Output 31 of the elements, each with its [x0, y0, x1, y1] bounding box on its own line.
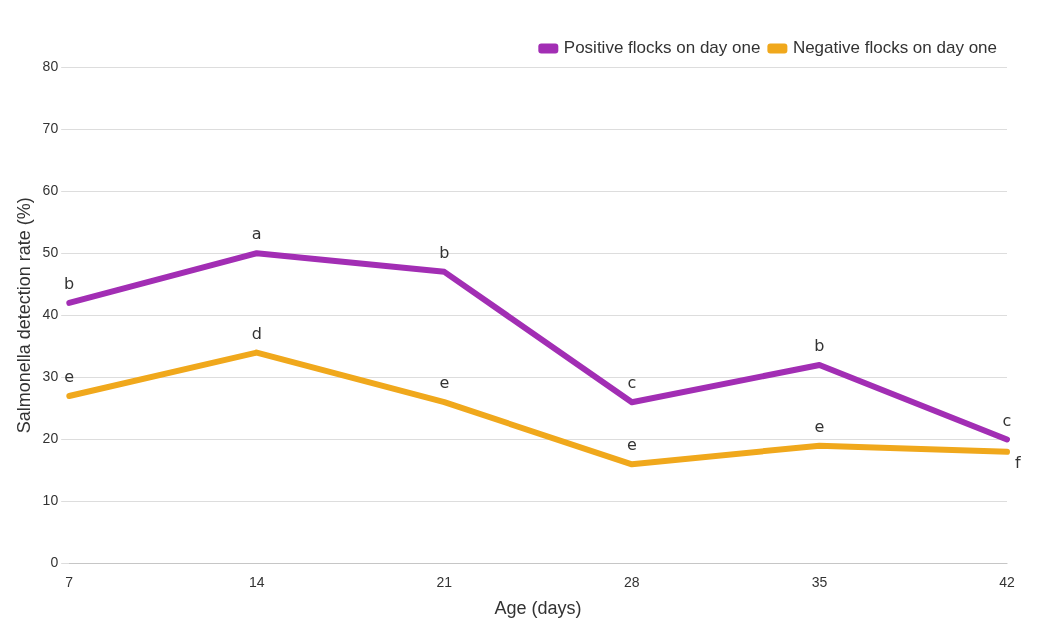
annotation: b [439, 243, 450, 262]
y-axis-title: Salmonella detection rate (%) [13, 197, 34, 434]
y-tick-label: 20 [42, 430, 59, 447]
y-tick-label: 0 [50, 554, 59, 571]
legend-label: Negative flocks on day one [792, 38, 997, 58]
x-tick-label: 28 [624, 573, 640, 590]
annotation: f [1015, 453, 1021, 473]
x-tick-label: 21 [436, 573, 453, 590]
x-tick-label: 35 [811, 573, 828, 590]
annotation: b [64, 274, 75, 294]
y-tick-label: 40 [42, 306, 59, 323]
x-tick-label: 14 [248, 573, 265, 590]
annotation: e [626, 435, 637, 455]
y-tick-label: 50 [42, 244, 59, 261]
annotation: d [251, 323, 262, 343]
annotation: c [627, 373, 637, 393]
x-tick-label: 7 [65, 573, 74, 590]
y-tick-label: 30 [42, 368, 59, 385]
annotation: c [1002, 410, 1012, 430]
annotation: e [64, 367, 75, 387]
annotation: e [814, 416, 825, 436]
legend-label: Positive flocks on day one [563, 38, 761, 58]
x-tick-label: 42 [999, 573, 1015, 590]
y-tick-label: 80 [42, 57, 59, 74]
y-tick-label: 60 [42, 182, 59, 199]
annotation: a [251, 224, 262, 244]
y-tick-label: 10 [42, 492, 59, 509]
annotation: b [814, 336, 825, 356]
y-tick-label: 70 [42, 119, 59, 136]
x-axis-title: Age (days) [494, 598, 582, 619]
annotation: e [439, 373, 450, 393]
